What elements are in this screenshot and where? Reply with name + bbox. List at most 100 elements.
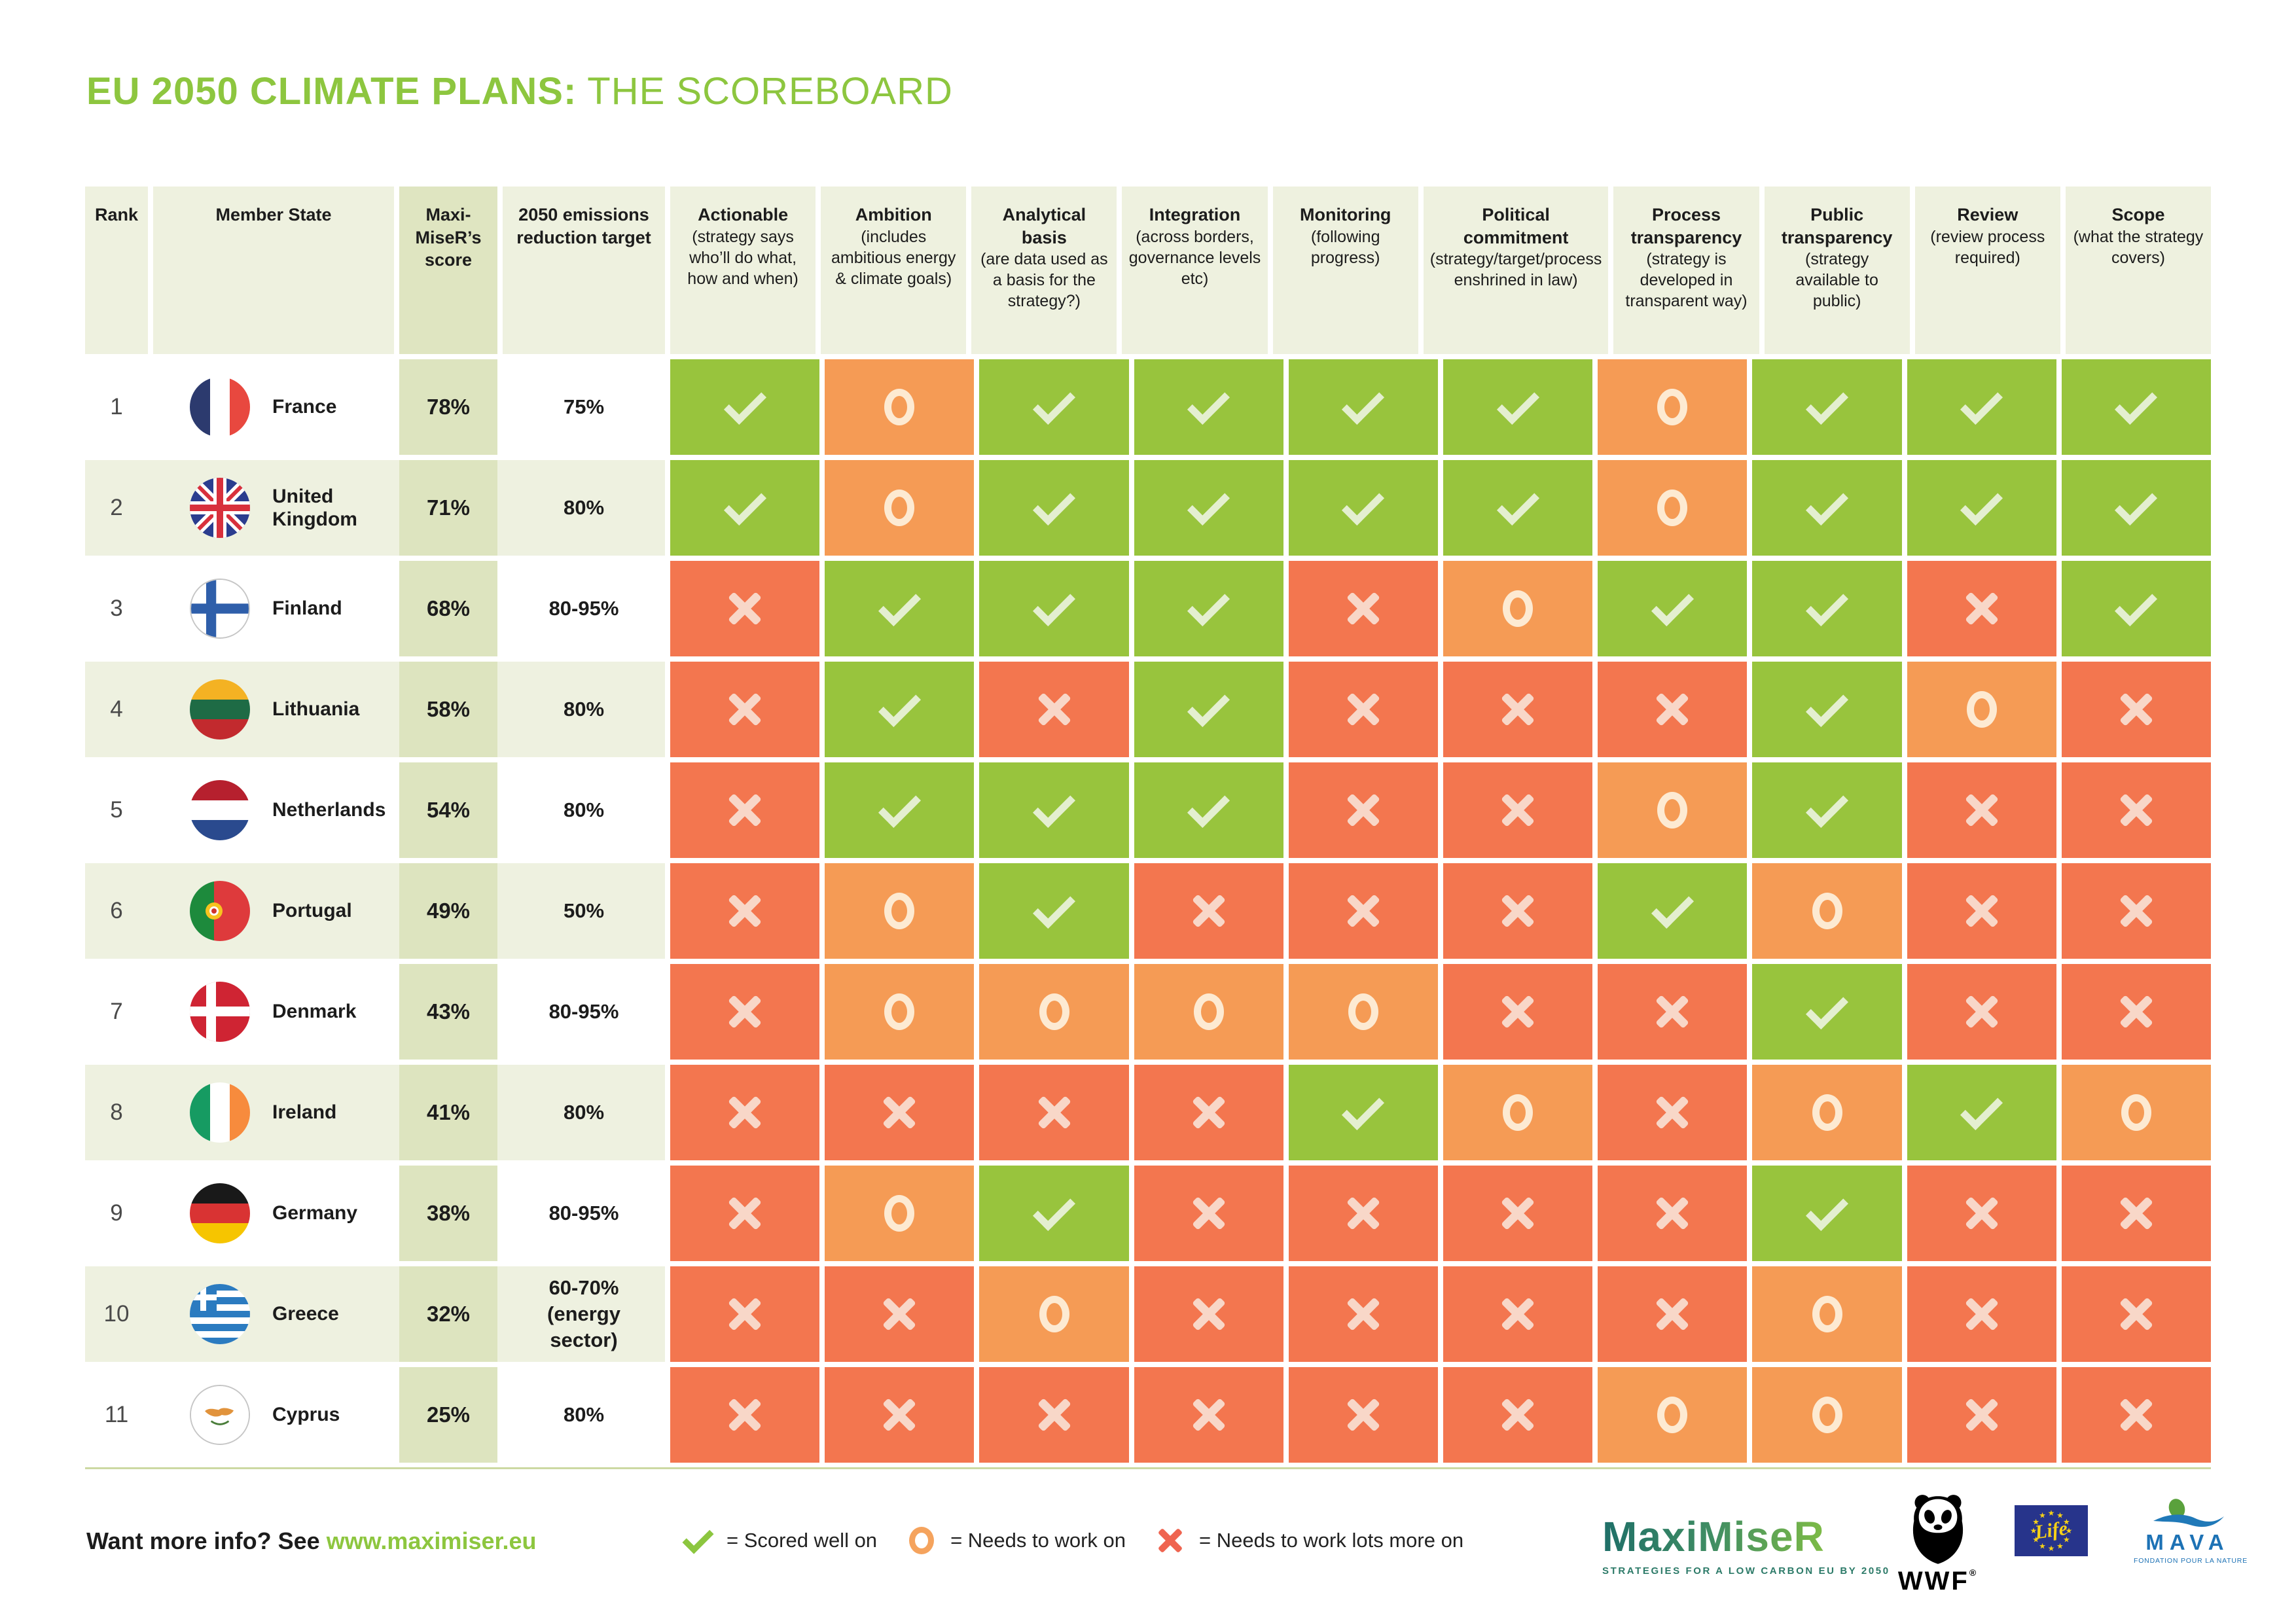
rank-cell: 11 bbox=[104, 1402, 129, 1427]
column-header-actionable: Actionable (strategy says who’ll do what,… bbox=[670, 187, 816, 354]
legend: = Scored well on = Needs to work on = Ne… bbox=[681, 1520, 1463, 1561]
target-cell: 50% bbox=[563, 899, 605, 922]
target-cell: 80% bbox=[563, 697, 605, 721]
header-label: Scope bbox=[2111, 205, 2165, 224]
maximiser-link[interactable]: www.maximiser.eu bbox=[326, 1527, 537, 1554]
row-background bbox=[85, 964, 665, 1060]
status-cell-analytical-basis bbox=[979, 863, 1129, 959]
eu-life-logo: ★ ★ ★ ★ ★ ★ ★ ★ ★ ★ ★ ★ Life bbox=[2015, 1505, 2088, 1556]
table-header-row: Rank Member State Maxi-MiseR’s score 205… bbox=[85, 187, 2212, 354]
status-cell-analytical-basis bbox=[979, 1166, 1129, 1261]
row-background bbox=[85, 1266, 665, 1362]
registered-mark: ® bbox=[1969, 1567, 1979, 1578]
status-cell-scope bbox=[2061, 1367, 2212, 1463]
flag-icon-denmark bbox=[190, 982, 250, 1042]
header-sublabel: (are data used as a basis for the strate… bbox=[980, 250, 1108, 311]
country-name: Greece bbox=[272, 1303, 339, 1325]
footer-info: Want more info? See www.maximiser.eu bbox=[86, 1527, 537, 1555]
status-cell-review bbox=[1907, 359, 2056, 455]
header-sublabel: (following progress) bbox=[1310, 227, 1380, 267]
header-sublabel: (what the strategy covers) bbox=[2073, 227, 2204, 267]
status-cell-monitoring bbox=[1288, 662, 1439, 757]
status-cell-ambition bbox=[825, 1166, 975, 1261]
status-cell-integration bbox=[1134, 1065, 1283, 1160]
circle-icon bbox=[905, 1524, 939, 1558]
table-row: 7 Denmark 43% 80-95% bbox=[85, 964, 2212, 1060]
status-cell-actionable bbox=[670, 1266, 820, 1362]
status-cell-monitoring bbox=[1288, 964, 1439, 1060]
member-state-cell: Lithuania bbox=[153, 662, 394, 757]
status-cell-analytical-basis bbox=[979, 1065, 1129, 1160]
status-cell-political-commitment bbox=[1443, 1266, 1593, 1362]
column-header-review: Review (review process required) bbox=[1914, 187, 2060, 354]
svg-text:★: ★ bbox=[2056, 1511, 2064, 1520]
header-sublabel: (includes ambitious energy & climate goa… bbox=[831, 227, 956, 288]
column-header-member-state: Member State bbox=[153, 187, 394, 354]
member-state-cell: Germany bbox=[153, 1166, 394, 1261]
mava-leaf-wave-icon bbox=[2153, 1499, 2224, 1527]
table-row: 8 Ireland 41% 80% bbox=[85, 1065, 2212, 1160]
status-cell-actionable bbox=[670, 964, 820, 1060]
svg-text:★: ★ bbox=[2032, 1535, 2039, 1544]
status-cell-ambition bbox=[825, 863, 975, 959]
status-cell-ambition bbox=[825, 662, 975, 757]
status-cell-actionable bbox=[670, 1166, 820, 1261]
status-cell-actionable bbox=[670, 863, 820, 959]
target-cell: 80-95% bbox=[548, 999, 619, 1023]
table-row: 4 Lithuania 58% 80% bbox=[85, 662, 2212, 757]
target-cell: 80-95% bbox=[548, 596, 619, 620]
header-sublabel: (strategy says who’ll do what, how and w… bbox=[687, 227, 798, 288]
column-header-political-commitment: Political commitment (strategy/target/pro… bbox=[1423, 187, 1609, 354]
status-cell-process-transparency bbox=[1598, 1367, 1748, 1463]
status-cell-process-transparency bbox=[1598, 561, 1748, 656]
header-sublabel: (strategy/target/process enshrined in la… bbox=[1429, 250, 1602, 290]
score-cell: 49% bbox=[399, 863, 497, 959]
table-bottom-rule bbox=[85, 1467, 2211, 1469]
status-cell-scope bbox=[2061, 460, 2212, 556]
score-cell: 78% bbox=[399, 359, 497, 455]
legend-label: = Needs to work lots more on bbox=[1199, 1529, 1464, 1552]
target-cell: 80% bbox=[563, 1402, 605, 1426]
header-label: Maxi-MiseR’s score bbox=[415, 205, 482, 270]
rank-cell: 6 bbox=[110, 898, 123, 923]
flag-icon-cyprus bbox=[190, 1385, 250, 1445]
rank-cell: 8 bbox=[110, 1099, 123, 1125]
rank-cell: 4 bbox=[110, 696, 123, 722]
row-background bbox=[85, 359, 665, 455]
check-icon bbox=[681, 1524, 715, 1558]
svg-text:★: ★ bbox=[2048, 1508, 2055, 1518]
member-state-cell: Finland bbox=[153, 561, 394, 656]
page-title-bold: EU 2050 CLIMATE PLANS: bbox=[86, 70, 577, 113]
status-cell-integration bbox=[1134, 1367, 1283, 1463]
legend-label: = Scored well on bbox=[726, 1529, 878, 1552]
status-cell-actionable bbox=[670, 1065, 820, 1160]
scoreboard-table: Rank Member State Maxi-MiseR’s score 205… bbox=[85, 187, 2212, 1463]
status-cell-monitoring bbox=[1288, 460, 1439, 556]
status-cell-political-commitment bbox=[1443, 662, 1593, 757]
status-cell-monitoring bbox=[1288, 1367, 1439, 1463]
column-header-public-transparency: Public transparency (strategy available t… bbox=[1764, 187, 1910, 354]
status-cell-process-transparency bbox=[1598, 762, 1748, 858]
flag-icon-greece bbox=[190, 1284, 250, 1344]
status-cell-actionable bbox=[670, 762, 820, 858]
status-cell-political-commitment bbox=[1443, 1166, 1593, 1261]
column-header-score: Maxi-MiseR’s score bbox=[399, 187, 497, 354]
table-row: 1 France 78% 75% bbox=[85, 359, 2212, 455]
status-cell-review bbox=[1907, 863, 2056, 959]
status-cell-public-transparency bbox=[1752, 1065, 1902, 1160]
rank-cell: 1 bbox=[110, 394, 123, 419]
table-row: 9 Germany 38% 80-95% bbox=[85, 1166, 2212, 1261]
status-cell-process-transparency bbox=[1598, 863, 1748, 959]
status-cell-analytical-basis bbox=[979, 964, 1129, 1060]
target-cell: 75% bbox=[563, 395, 605, 418]
header-label: Analytical basis bbox=[1002, 205, 1086, 247]
status-cell-ambition bbox=[825, 561, 975, 656]
maximiser-logo-name: MaxiMiseR bbox=[1602, 1516, 1851, 1558]
header-label: 2050 emissions reduction target bbox=[516, 205, 651, 247]
row-background bbox=[85, 460, 665, 556]
status-cell-process-transparency bbox=[1598, 1065, 1748, 1160]
status-cell-actionable bbox=[670, 662, 820, 757]
status-cell-ambition bbox=[825, 964, 975, 1060]
row-background bbox=[85, 1367, 665, 1463]
status-cell-political-commitment bbox=[1443, 1367, 1593, 1463]
